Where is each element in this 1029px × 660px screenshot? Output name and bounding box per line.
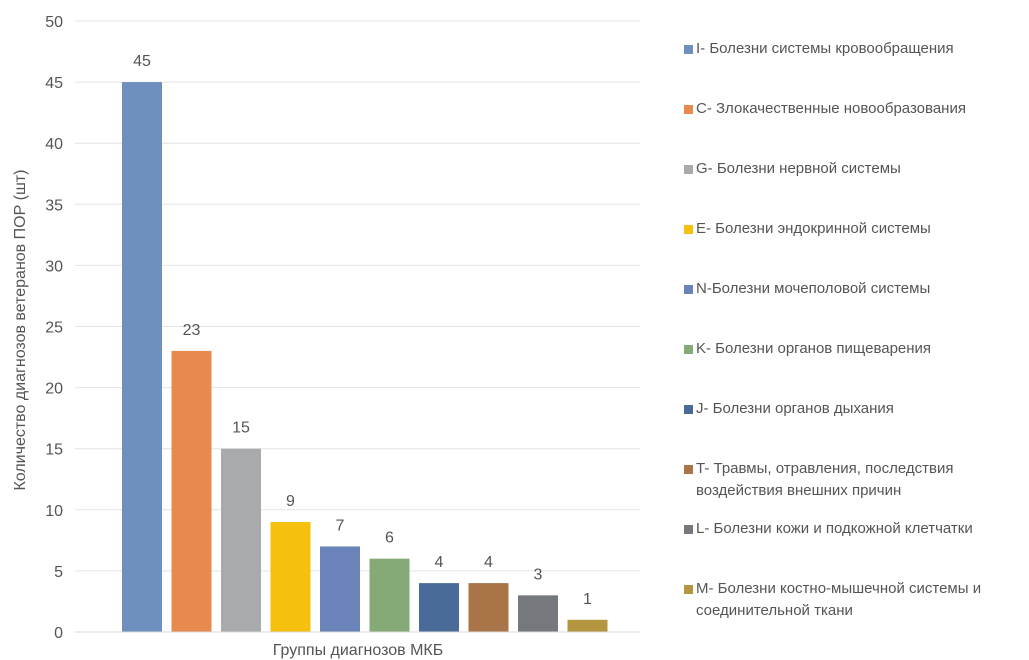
bar xyxy=(468,583,509,632)
y-tick-label: 5 xyxy=(54,564,63,581)
legend-swatch xyxy=(684,165,693,174)
y-tick-label: 10 xyxy=(45,503,63,520)
y-tick-label: 45 xyxy=(45,75,63,92)
bar xyxy=(320,546,360,632)
data-label: 23 xyxy=(183,322,201,339)
legend-swatch xyxy=(684,45,693,54)
data-label: 1 xyxy=(583,591,592,608)
bars xyxy=(122,82,608,633)
data-label: 3 xyxy=(534,566,543,583)
legend-item: N-Болезни мочеполовой системы xyxy=(684,278,1029,338)
data-label: 7 xyxy=(336,517,345,534)
legend-swatch xyxy=(684,585,693,594)
y-tick-label: 0 xyxy=(54,625,63,642)
legend-item: C- Злокачественные новообразования xyxy=(684,98,1029,158)
legend-item: J- Болезни органов дыхания xyxy=(684,398,1029,458)
legend-item: G- Болезни нервной системы xyxy=(684,158,1029,218)
y-axis-ticks: 0 5 10 15 20 25 30 35 40 45 50 xyxy=(45,14,63,642)
bar xyxy=(567,619,608,632)
legend-item: M- Болезни костно-мышечной системы и сое… xyxy=(684,578,1029,638)
legend-label: E- Болезни эндокринной системы xyxy=(696,220,931,237)
bar xyxy=(518,595,558,632)
data-label: 6 xyxy=(385,530,394,547)
legend-label: T- Травмы, отравления, последствия возде… xyxy=(696,460,954,499)
legend-swatch xyxy=(684,465,693,474)
y-tick-label: 35 xyxy=(45,197,63,214)
legend-item: I- Болезни системы кровообращения xyxy=(684,38,1029,98)
legend-label: N-Болезни мочеполовой системы xyxy=(696,280,931,297)
bar xyxy=(369,558,410,632)
legend-label: M- Болезни костно-мышечной системы и сое… xyxy=(696,580,982,619)
bar xyxy=(419,583,459,632)
y-axis-title: Количество диагнозов ветеранов ПОР (шт) xyxy=(12,169,29,490)
bar xyxy=(221,448,261,632)
x-axis-title: Группы диагнозов МКБ xyxy=(273,642,443,659)
legend-label: J- Болезни органов дыхания xyxy=(696,400,894,417)
legend-item: L- Болезни кожи и подкожной клетчатки xyxy=(684,518,1029,578)
bar xyxy=(171,350,212,632)
data-label: 4 xyxy=(484,554,493,571)
legend-swatch xyxy=(684,525,693,534)
legend-swatch xyxy=(684,285,693,294)
y-tick-label: 40 xyxy=(45,136,63,153)
y-tick-label: 50 xyxy=(45,14,63,31)
y-tick-label: 15 xyxy=(45,442,63,459)
legend-label: I- Болезни системы кровообращения xyxy=(696,40,954,57)
legend-item: K- Болезни органов пищеварения xyxy=(684,338,1029,398)
gridlines xyxy=(75,20,640,572)
data-label: 9 xyxy=(286,493,295,510)
legend-label: G- Болезни нервной системы xyxy=(696,160,901,177)
bar xyxy=(270,522,311,632)
bar xyxy=(122,82,162,633)
data-label: 45 xyxy=(133,53,151,70)
legend-label: K- Болезни органов пищеварения xyxy=(696,340,932,357)
data-labels: 45 23 15 9 7 6 4 4 3 1 xyxy=(133,53,592,608)
bar-chart: 0 5 10 15 20 25 30 35 40 45 50 45 23 15 9 7 6 4 4 3 1 Групп… xyxy=(12,14,640,659)
legend-swatch xyxy=(684,225,693,234)
data-label: 15 xyxy=(232,420,250,437)
legend-item: T- Травмы, отравления, последствия возде… xyxy=(684,458,1029,518)
legend-swatch xyxy=(684,105,693,114)
legend-label: L- Болезни кожи и подкожной клетчатки xyxy=(696,520,973,537)
y-tick-label: 20 xyxy=(45,381,63,398)
legend-swatch xyxy=(684,405,693,414)
y-tick-label: 30 xyxy=(45,258,63,275)
y-tick-label: 25 xyxy=(45,320,63,337)
data-label: 4 xyxy=(435,554,444,571)
legend-item: E- Болезни эндокринной системы xyxy=(684,218,1029,278)
legend: I- Болезни системы кровообращения C- Злок… xyxy=(684,38,1029,638)
legend-swatch xyxy=(684,345,693,354)
legend-label: C- Злокачественные новообразования xyxy=(696,100,966,117)
